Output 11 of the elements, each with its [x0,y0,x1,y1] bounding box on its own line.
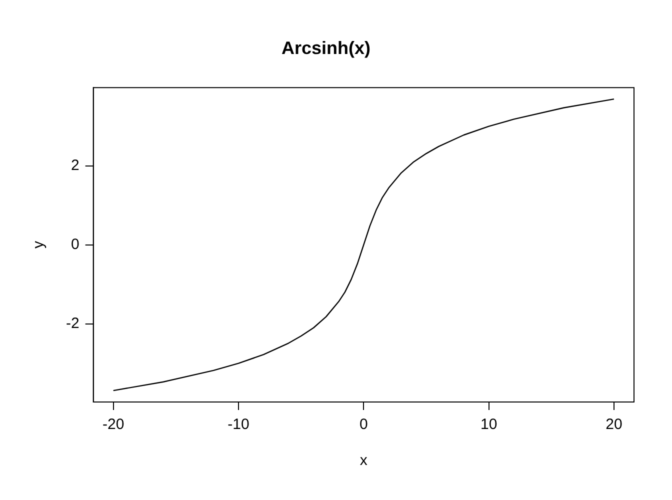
x-tick-label: -20 [102,416,124,434]
x-tick-label: 10 [480,416,498,434]
chart-title: Arcsinh(x) [281,38,371,58]
x-tick-label: -10 [228,416,250,434]
x-tick-label: 0 [359,416,368,434]
y-tick-label: 2 [70,156,80,174]
x-axis-title: x [360,452,368,470]
x-tick-label: 20 [606,416,622,434]
y-axis-title: y [30,240,48,249]
y-tick-label: 0 [70,236,80,253]
y-tick-label: -2 [66,314,80,332]
